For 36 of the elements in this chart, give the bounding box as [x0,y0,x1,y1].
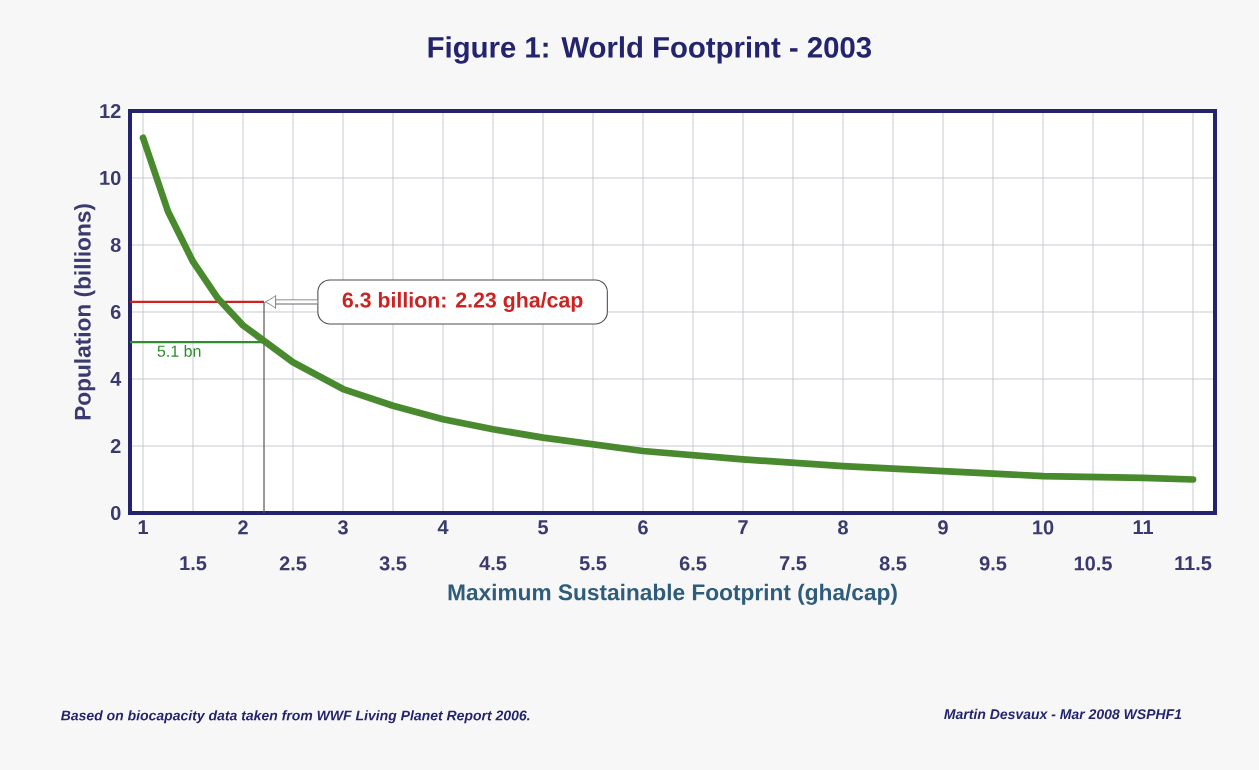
ref-line-label: 5.1 bn [157,345,201,357]
y-tick-label: 2 [110,439,121,453]
x-tick-label: 4 [437,520,449,535]
y-tick-label: 6 [110,304,121,320]
x-tick-label: 8 [838,520,848,535]
x-tick-label: 1 [138,520,149,535]
x-tick-label: 6 [638,520,648,535]
x2-tick-label: 6.5 [679,556,707,571]
x-tick-label: 9 [938,520,948,535]
ref-line-label: 6.3 billion: 2.23 gha/cap [342,291,583,312]
x2-tick-label: 11.5 [1175,556,1212,571]
x-tick-label: 7 [738,520,748,535]
x2-tick-label: 8.5 [879,556,907,571]
chart-title: Figure 1: World Footprint - 2003 [428,36,872,64]
text: Based on biocapacity data taken from WWF Living Planet Report 2006. [60,710,530,724]
y-tick-label: 4 [110,372,122,386]
x2-tick-label: 1.5 [180,556,207,571]
x-tick-label: 3 [337,520,348,535]
x-tick-label: 11 [1133,520,1154,535]
y-axis-title: Population (billions) [74,204,96,420]
x-tick-label: 5 [538,520,549,535]
x2-tick-label: 10.5 [1074,556,1112,571]
y-tick-label: 0 [110,505,121,521]
x2-tick-label: 7.5 [779,556,807,571]
x2-tick-label: 2.5 [279,556,307,571]
x2-tick-label: 3.5 [379,556,407,571]
y-tick-label: 12 [100,104,121,118]
x-axis-title: Maximum Sustainable Footprint (gha/cap) [448,583,897,605]
y-tick-label: 10 [100,170,121,186]
x2-tick-label: 9.5 [979,556,1007,571]
x2-tick-label: 4.5 [479,556,507,571]
text: Martin Desvaux - Mar 2008 WSPHF1 [944,708,1182,720]
x2-tick-label: 5.5 [579,556,607,571]
x-tick-label: 2 [238,520,248,535]
y-tick-label: 8 [110,237,121,253]
x-tick-label: 10 [1033,520,1054,535]
